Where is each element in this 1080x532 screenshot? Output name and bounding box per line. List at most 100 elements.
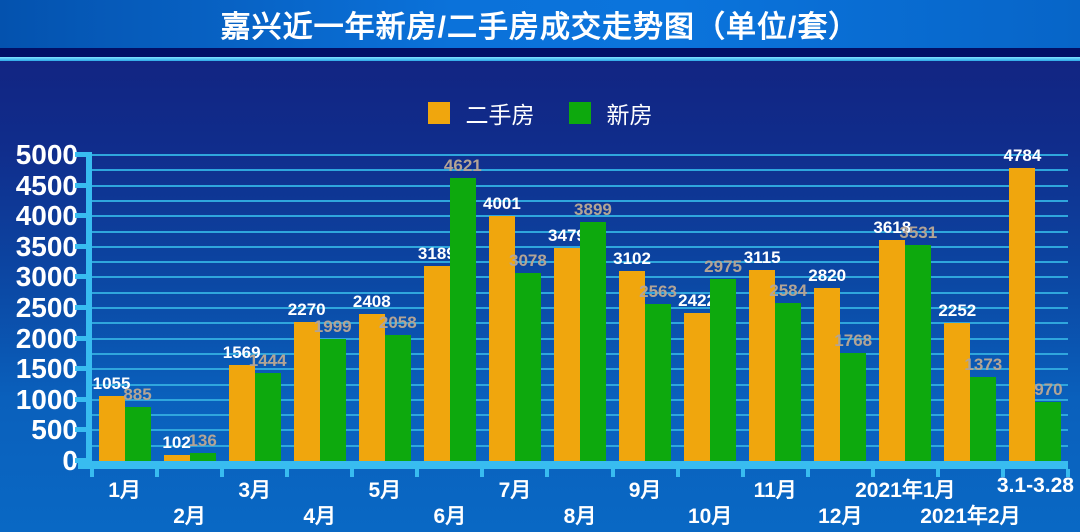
bar-value-secondhand-4月: 2270 [287,300,326,320]
bar-newhome-7月: 3078 [509,251,547,461]
bar-group-6月: 3189 4621 [417,155,482,461]
bar-secondhand-10月: 2422 [678,291,716,461]
bar-group-2021年1月: 3618 3531 [873,155,938,461]
x-axis-label-11月: 11月 [753,479,797,502]
x-axis-label-1月: 1月 [108,479,141,502]
y-axis-tick-label: 2000 [15,322,78,354]
y-axis-tick-label: 0 [62,445,78,476]
legend: 二手房 新房 [0,96,1080,130]
x-axis-label-2021年1月: 2021年1月 [855,479,956,502]
y-axis-tick [75,213,88,219]
bar-secondhand-2月: 102 [162,433,191,461]
bar-secondhand-5月: 2408 [353,292,391,461]
bar-secondhand-7月: 4001 [483,194,521,461]
bar-newhome-10月: 2975 [704,257,742,461]
y-axis-tick [75,366,88,372]
x-axis-tick [1000,469,1005,477]
y-axis-tick [75,152,88,157]
title-bar: 嘉兴近一年新房/二手房成交走势图（单位/套） [0,0,1080,48]
x-axis-tick [805,469,810,477]
bar-value-secondhand-3月: 1569 [222,342,261,362]
x-axis-tick [740,469,745,477]
bar-newhome-2月: 136 [188,431,217,461]
bar-value-secondhand-3.1-3.28: 4784 [1003,146,1042,166]
legend-label-newhome: 新房 [606,102,653,128]
x-axis-tick [935,469,940,477]
x-axis-tick [155,469,160,477]
bar-value-newhome-1月: 885 [123,384,152,404]
secondhand-swatch-icon [427,102,450,124]
bar-newhome-5月: 2058 [379,313,417,461]
bar-value-newhome-4月: 1999 [313,316,352,336]
y-axis-tick [75,305,88,310]
y-axis-tick-label: 1500 [15,353,78,385]
bar-newhome-4月: 1999 [314,317,352,461]
x-axis-label-2月: 2月 [173,505,206,528]
bar-newhome-12月: 1768 [834,331,872,461]
x-axis-label-3月: 3月 [238,479,271,502]
bar-value-secondhand-8月: 3479 [548,226,586,246]
x-axis-tick [545,469,550,477]
bar-secondhand-12月: 2820 [808,266,846,461]
bar-group-4月: 2270 1999 [287,155,352,461]
title-divider [0,57,1080,61]
x-axis-tick [220,469,225,477]
x-axis-label-6月: 6月 [433,505,467,528]
y-axis-tick [75,335,88,341]
bar-newhome-8月: 3899 [574,200,612,461]
x-axis-label-3.1-3.28: 3.1-3.28 [996,474,1074,497]
bar-value-secondhand-7月: 4001 [482,194,521,214]
x-axis-label-12月: 12月 [818,505,863,528]
bar-value-newhome-2021年2月: 1373 [964,354,1003,374]
x-axis-label-5月: 5月 [368,479,402,502]
bar-value-newhome-5月: 2058 [378,313,417,333]
y-axis-tick [75,274,88,280]
bar-group-2021年2月: 2252 1373 [938,155,1003,461]
bar-value-secondhand-2021年2月: 2252 [938,301,977,321]
y-axis-tick-label: 2500 [15,292,78,323]
x-axis-tick [480,469,485,477]
bar-group-1月: 1055 885 [92,155,157,461]
bar-value-secondhand-6月: 3189 [417,243,456,263]
bar-value-secondhand-11月: 3115 [743,248,781,268]
plot-area: 1055 885 102 136 1569 1444 2270 1999 2408 2058 318… [16,141,1074,529]
bar-value-secondhand-12月: 2820 [808,266,847,286]
bar-secondhand-3月: 1569 [223,343,261,461]
bar-value-newhome-11月: 2584 [769,280,808,300]
bar-secondhand-11月: 3115 [744,248,781,461]
bar-value-secondhand-5月: 2408 [352,291,391,311]
x-axis-tick [610,469,615,477]
y-axis-tick-label: 4500 [15,169,78,201]
newhome-swatch-icon [568,102,591,124]
bar-newhome-6月: 4621 [444,156,482,461]
bar-secondhand-4月: 2270 [288,300,326,461]
bar-value-newhome-3月: 1444 [248,350,287,370]
y-axis-line [86,152,92,469]
y-axis-tick-label: 3000 [15,261,78,293]
bar-newhome-2021年1月: 3531 [899,223,937,461]
bar-secondhand-1月: 1055 [93,374,130,461]
x-axis-label-9月: 9月 [628,479,662,502]
page-title: 嘉兴近一年新房/二手房成交走势图（单位/套） [220,11,860,44]
bar-secondhand-8月: 3479 [548,226,586,461]
bar-value-newhome-9月: 2563 [639,282,677,302]
y-axis-tick [75,243,88,249]
bar-newhome-3月: 1444 [249,351,287,461]
bar-secondhand-3.1-3.28: 4784 [1003,146,1041,461]
bar-group-5月: 2408 2058 [352,155,417,461]
bar-group-10月: 2422 2975 [678,155,743,461]
bar-secondhand-2021年2月: 2252 [938,301,976,461]
x-axis-tick [350,469,355,477]
bar-group-7月: 4001 3078 [482,155,547,461]
x-axis-label-2021年2月: 2021年2月 [920,505,1021,528]
x-axis-tick [285,469,290,477]
x-axis-label-7月: 7月 [498,479,532,502]
bar-secondhand-6月: 3189 [418,244,456,461]
bar-value-newhome-10月: 2975 [704,256,743,276]
bar-group-8月: 3479 3899 [547,155,612,461]
bar-value-newhome-2月: 136 [188,430,217,450]
bar-newhome-9月: 2563 [639,282,677,461]
x-axis-label-4月: 4月 [303,505,337,528]
legend-item-newhome: 新房 [568,96,653,130]
title-under-strip [0,48,1080,57]
